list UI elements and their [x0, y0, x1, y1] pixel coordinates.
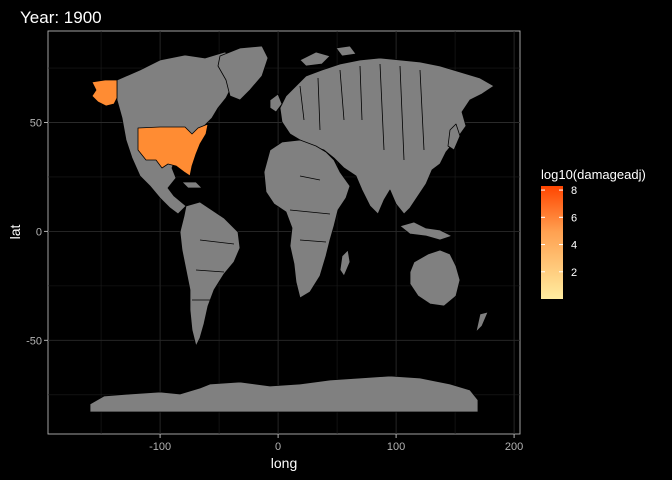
- svalbard-shape: [335, 45, 357, 57]
- colored-regions: [91, 79, 209, 177]
- x-tick-label: 200: [505, 441, 523, 453]
- indonesia-shape: [399, 221, 453, 241]
- legend-break-label: 8: [571, 185, 577, 197]
- world-land: [89, 45, 495, 413]
- x-axis-title: long: [271, 455, 297, 471]
- japan-shape: [447, 123, 461, 151]
- legend-colorbar: [541, 186, 563, 299]
- y-tick-label: 0: [36, 226, 42, 238]
- africa-shape: [263, 139, 351, 299]
- y-axis: -50 0 50: [26, 117, 48, 347]
- y-axis-title: lat: [7, 225, 23, 240]
- region-usa-contiguous: [137, 123, 209, 177]
- y-tick-label: -50: [26, 335, 42, 347]
- new-zealand-shape: [475, 311, 489, 333]
- legend-break-label: 6: [571, 212, 577, 224]
- color-legend: log10(damageadj) 2 4 6 8: [541, 167, 646, 299]
- legend-breaks: 2 4 6 8: [541, 185, 577, 279]
- madagascar-shape: [339, 249, 351, 277]
- region-usa-alaska: [91, 79, 118, 107]
- arctic-islands-shape: [299, 51, 331, 67]
- greenland-shape: [217, 45, 269, 101]
- legend-break-label: 4: [571, 240, 577, 252]
- x-tick-label: -100: [149, 441, 171, 453]
- british-isles-shape: [269, 93, 283, 113]
- x-tick-label: 100: [387, 441, 405, 453]
- legend-break-label: 2: [571, 267, 577, 279]
- antarctica-shape: [89, 375, 479, 413]
- australia-shape: [409, 249, 461, 307]
- x-axis: -100 0 100 200: [149, 434, 523, 453]
- y-tick-label: 50: [30, 117, 42, 129]
- plot-title: Year: 1900: [20, 8, 102, 27]
- eurasia-shape: [279, 57, 495, 215]
- x-tick-label: 0: [275, 441, 281, 453]
- legend-title: log10(damageadj): [541, 167, 646, 182]
- south-america-shape: [179, 201, 241, 347]
- caribbean-shape: [181, 181, 203, 189]
- country-borders: [192, 63, 425, 301]
